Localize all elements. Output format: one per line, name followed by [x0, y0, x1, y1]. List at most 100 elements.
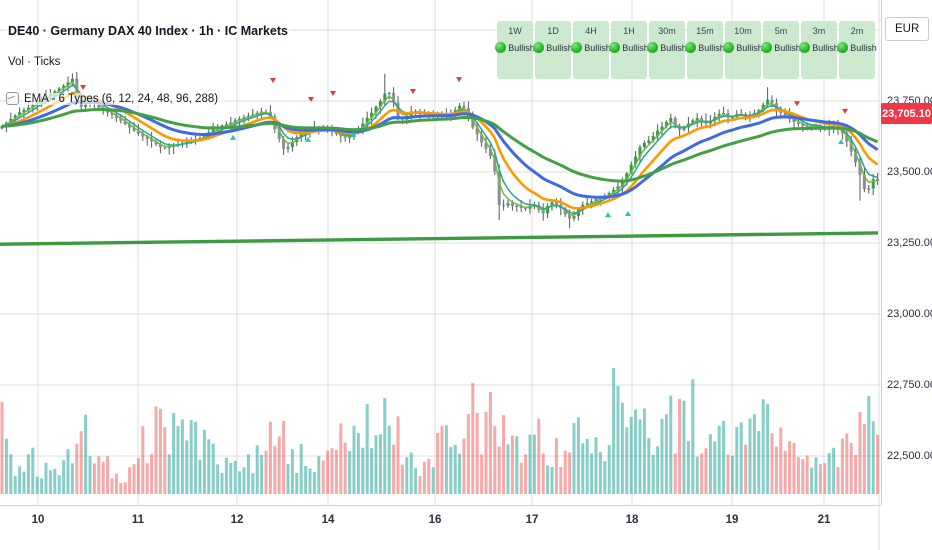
- candle-up: [669, 118, 673, 122]
- candle-down: [480, 134, 484, 143]
- candle-up: [612, 189, 616, 194]
- candle-up: [867, 188, 871, 190]
- volume-bar: [282, 421, 286, 494]
- volume-bar: [871, 421, 875, 494]
- timeframe-chip-5m[interactable]: 5m Bullish: [761, 21, 801, 79]
- timeframe-chip-3m[interactable]: 3m Bullish: [799, 21, 839, 79]
- timeframe-chip-10m[interactable]: 10m Bullish: [723, 21, 763, 79]
- volume-bar: [836, 467, 840, 494]
- time-axis-label: 17: [525, 514, 539, 526]
- signal-label: Bullish: [584, 42, 611, 53]
- volume-bar: [378, 434, 382, 494]
- volume-bar: [735, 427, 739, 494]
- candle-up: [515, 205, 519, 207]
- timeframe-chip-30m[interactable]: 30m Bullish: [647, 21, 687, 79]
- candle-up: [365, 117, 369, 124]
- signal-label: Bullish: [622, 42, 649, 53]
- volume-bar: [361, 447, 365, 494]
- volume-bar: [44, 462, 48, 494]
- candle-down: [282, 139, 286, 149]
- volume-bar: [700, 453, 704, 494]
- time-axis[interactable]: 10 11 12 14 16 17 18 19 21: [0, 505, 881, 550]
- bullish-ball-icon: [685, 42, 697, 53]
- volume-bar: [4, 438, 8, 494]
- candle-up: [550, 202, 554, 206]
- volume-bar: [13, 476, 17, 494]
- candle-up: [594, 199, 598, 202]
- volume-bar: [730, 455, 734, 494]
- volume-bar: [748, 418, 752, 494]
- candle-up: [31, 104, 35, 108]
- volume-bar: [642, 408, 646, 494]
- volume-bar: [774, 446, 778, 494]
- volume-bar: [647, 437, 651, 494]
- volume-bar: [814, 457, 818, 494]
- candle-down: [392, 92, 396, 103]
- candle-up: [647, 140, 651, 143]
- volume-bar: [242, 467, 246, 494]
- volume-bar: [488, 391, 492, 494]
- candle-down: [136, 130, 140, 134]
- volume-bar: [9, 454, 13, 494]
- volume-bar: [299, 443, 303, 494]
- volume-bar: [823, 463, 827, 494]
- volume-bar: [114, 473, 118, 494]
- volume-bar: [35, 476, 39, 494]
- timeframe-chip-1w[interactable]: 1W Bullish: [495, 21, 535, 79]
- candle-down: [854, 151, 858, 163]
- volume-bar: [849, 443, 853, 494]
- volume-bar: [770, 433, 774, 494]
- legend-ema-indicator[interactable]: EMA - 6 Types (6, 12, 24, 48, 96, 288): [6, 92, 221, 105]
- timeframe-chip-1d[interactable]: 1D Bullish: [533, 21, 573, 79]
- candle-down: [568, 214, 572, 219]
- volume-bar: [185, 440, 189, 494]
- candle-up: [387, 92, 391, 94]
- candle-up: [224, 124, 228, 126]
- sell-marker-icon: [330, 91, 336, 97]
- candle-up: [242, 117, 246, 119]
- candle-down: [862, 174, 866, 190]
- volume-bar: [590, 453, 594, 494]
- volume-bar: [691, 379, 695, 494]
- currency-button[interactable]: EUR: [885, 17, 930, 41]
- candle-up: [286, 147, 290, 149]
- candle-up: [0, 126, 4, 129]
- candle-up: [506, 203, 510, 206]
- timeframe-chip-15m[interactable]: 15m Bullish: [685, 21, 725, 79]
- volume-bar: [669, 395, 673, 494]
- volume-bar: [343, 442, 347, 494]
- volume-bar: [220, 473, 224, 494]
- volume-bar: [53, 469, 57, 494]
- sell-marker-icon: [80, 85, 86, 91]
- volume-bar: [554, 438, 558, 494]
- legend-volume-indicator[interactable]: Vol · Ticks: [6, 56, 63, 68]
- bullish-ball-icon: [647, 42, 659, 53]
- timeframe-chip-2m[interactable]: 2m Bullish: [837, 21, 877, 79]
- price-axis[interactable]: EUR 23,705.10 23,750.00 23,500.00 23,250.0…: [881, 0, 932, 505]
- candle-up: [290, 142, 294, 148]
- buy-marker-icon: [625, 211, 631, 216]
- volume-bar: [75, 443, 79, 494]
- volume-bar: [493, 426, 497, 494]
- volume-bar: [744, 444, 748, 494]
- volume-bar: [563, 450, 567, 494]
- volume-bar: [321, 460, 325, 494]
- signal-label: Bullish: [698, 42, 725, 53]
- timeframe-chip-4h[interactable]: 4H Bullish: [571, 21, 611, 79]
- volume-bar: [106, 456, 110, 494]
- candle-up: [682, 127, 686, 130]
- volume-bar: [502, 415, 506, 494]
- timeframe-chip-1h[interactable]: 1H Bullish: [609, 21, 649, 79]
- volume-bar: [370, 448, 374, 494]
- legend-symbol-title[interactable]: DE40 · Germany DAX 40 Index · 1h · IC Ma…: [6, 24, 290, 38]
- candle-up: [299, 133, 303, 138]
- volume-bar: [374, 435, 378, 494]
- candle-down: [554, 202, 558, 205]
- candle-down: [75, 78, 79, 97]
- volume-bar: [101, 461, 105, 494]
- volume-bar: [766, 403, 770, 494]
- signal-label: Bullish: [812, 42, 839, 53]
- time-axis-label: 16: [428, 514, 442, 526]
- volume-bar: [334, 450, 338, 494]
